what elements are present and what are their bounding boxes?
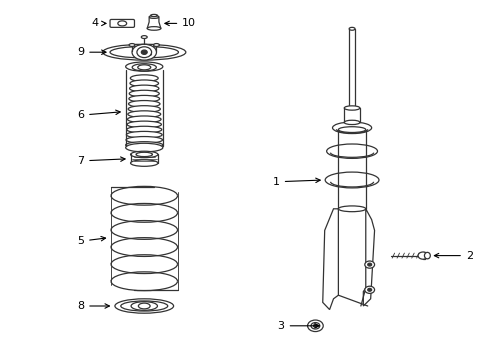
Text: 7: 7 bbox=[77, 156, 125, 166]
Polygon shape bbox=[147, 18, 161, 28]
Ellipse shape bbox=[338, 206, 365, 212]
Ellipse shape bbox=[125, 62, 163, 71]
Ellipse shape bbox=[125, 142, 163, 148]
Ellipse shape bbox=[126, 126, 162, 133]
Ellipse shape bbox=[126, 136, 162, 143]
Ellipse shape bbox=[332, 122, 371, 134]
Ellipse shape bbox=[130, 151, 158, 158]
Ellipse shape bbox=[150, 14, 157, 17]
Ellipse shape bbox=[424, 252, 429, 259]
Ellipse shape bbox=[338, 127, 365, 132]
Text: 4: 4 bbox=[92, 18, 106, 28]
Ellipse shape bbox=[367, 263, 371, 266]
Polygon shape bbox=[322, 209, 338, 310]
Ellipse shape bbox=[138, 303, 150, 309]
Ellipse shape bbox=[127, 111, 161, 117]
Ellipse shape bbox=[129, 95, 159, 102]
Ellipse shape bbox=[138, 65, 150, 70]
Ellipse shape bbox=[364, 286, 374, 293]
Ellipse shape bbox=[128, 100, 160, 107]
Ellipse shape bbox=[127, 121, 161, 128]
Ellipse shape bbox=[130, 75, 158, 81]
Ellipse shape bbox=[310, 323, 319, 329]
Ellipse shape bbox=[153, 44, 159, 46]
Text: 2: 2 bbox=[433, 251, 472, 261]
Text: 9: 9 bbox=[77, 47, 106, 57]
Ellipse shape bbox=[110, 46, 178, 58]
Ellipse shape bbox=[129, 90, 159, 97]
Ellipse shape bbox=[364, 261, 374, 268]
Text: 1: 1 bbox=[272, 177, 320, 187]
Text: 10: 10 bbox=[164, 18, 196, 28]
Ellipse shape bbox=[307, 320, 323, 332]
Ellipse shape bbox=[313, 324, 317, 327]
Ellipse shape bbox=[132, 64, 156, 71]
Ellipse shape bbox=[136, 152, 152, 157]
Ellipse shape bbox=[132, 44, 156, 60]
Ellipse shape bbox=[367, 288, 371, 291]
Ellipse shape bbox=[137, 47, 151, 58]
Ellipse shape bbox=[102, 44, 185, 60]
FancyBboxPatch shape bbox=[110, 19, 134, 27]
Ellipse shape bbox=[348, 27, 354, 30]
Ellipse shape bbox=[127, 116, 161, 123]
Text: 8: 8 bbox=[77, 301, 109, 311]
Ellipse shape bbox=[118, 21, 126, 26]
Text: 5: 5 bbox=[77, 236, 105, 246]
Ellipse shape bbox=[141, 50, 147, 54]
Ellipse shape bbox=[130, 160, 158, 166]
Ellipse shape bbox=[147, 27, 161, 30]
Text: 3: 3 bbox=[277, 321, 319, 331]
Ellipse shape bbox=[128, 106, 160, 112]
Ellipse shape bbox=[141, 36, 147, 39]
Ellipse shape bbox=[326, 144, 377, 158]
Ellipse shape bbox=[125, 143, 163, 152]
Ellipse shape bbox=[115, 299, 173, 313]
Ellipse shape bbox=[121, 301, 167, 311]
Ellipse shape bbox=[344, 106, 359, 110]
Ellipse shape bbox=[417, 252, 427, 259]
Ellipse shape bbox=[149, 15, 159, 18]
Ellipse shape bbox=[126, 131, 162, 138]
Ellipse shape bbox=[325, 172, 378, 188]
Ellipse shape bbox=[130, 80, 158, 87]
Ellipse shape bbox=[129, 44, 135, 46]
Ellipse shape bbox=[131, 302, 157, 310]
Ellipse shape bbox=[129, 85, 159, 92]
Text: 6: 6 bbox=[77, 110, 120, 120]
Ellipse shape bbox=[344, 120, 359, 125]
Polygon shape bbox=[363, 209, 374, 306]
